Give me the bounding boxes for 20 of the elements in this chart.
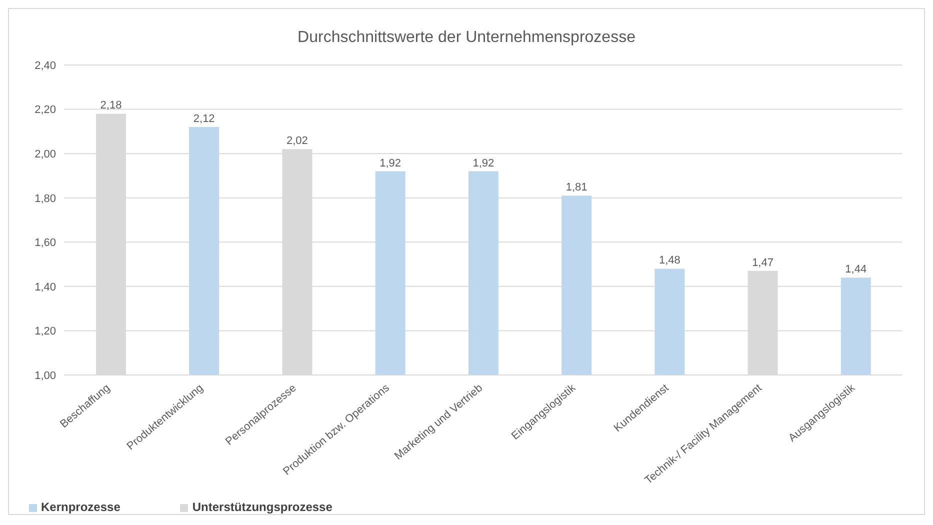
chart-title: Durchschnittswerte der Unternehmensprozesse bbox=[296, 28, 636, 48]
y-tick-label: 1,40 bbox=[34, 281, 56, 294]
legend-label: Unterstützungsprozesse bbox=[192, 500, 332, 514]
data-label: 1,81 bbox=[566, 182, 588, 194]
y-tick-label: 2,00 bbox=[34, 148, 56, 160]
data-label: 1,44 bbox=[845, 264, 867, 276]
data-label: 2,02 bbox=[286, 135, 308, 148]
data-label: 1,48 bbox=[658, 254, 680, 267]
y-tick-label: 1,80 bbox=[34, 192, 56, 205]
y-tick-label: 1,60 bbox=[34, 237, 56, 250]
data-label: 2,18 bbox=[100, 100, 122, 112]
y-tick-label: 2,40 bbox=[34, 60, 56, 72]
y-tick-label: 1,20 bbox=[34, 326, 56, 338]
data-label: 2,12 bbox=[193, 113, 215, 125]
y-tick-label: 1,00 bbox=[34, 370, 56, 382]
data-label: 1,92 bbox=[380, 157, 402, 170]
legend-label: Kernprozesse bbox=[41, 500, 120, 514]
y-tick-label: 2,20 bbox=[34, 104, 56, 116]
data-label: 1,47 bbox=[752, 256, 774, 269]
data-label: 1,92 bbox=[472, 157, 494, 170]
